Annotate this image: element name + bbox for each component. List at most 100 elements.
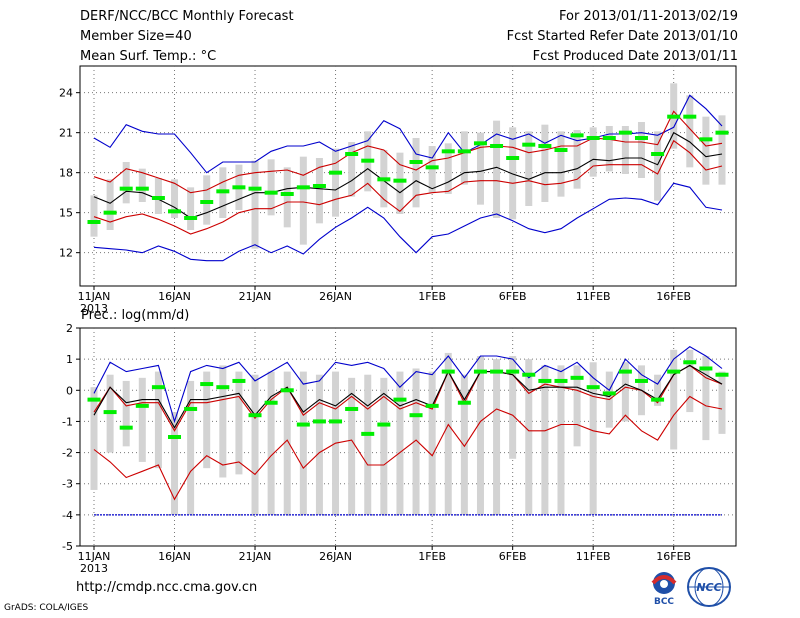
median-marker: [618, 369, 632, 374]
ensemble-box: [557, 131, 565, 197]
median-marker: [538, 144, 552, 148]
bcc-logo-dot: [660, 580, 668, 588]
median-marker: [345, 152, 359, 156]
y-tick-label: 0: [66, 384, 73, 397]
x-tick-label: 11FEB: [576, 550, 611, 563]
median-marker: [232, 378, 246, 383]
ensemble-box: [525, 131, 533, 206]
median-marker: [602, 391, 616, 396]
ensemble-box: [557, 365, 565, 515]
ensemble-box: [621, 126, 629, 174]
median-marker: [699, 366, 713, 371]
median-marker: [522, 142, 536, 147]
median-marker: [232, 185, 246, 190]
ensemble-box: [171, 412, 179, 515]
median-marker: [87, 220, 101, 224]
chart-title: DERF/NCC/BCC Monthly Forecast: [80, 9, 294, 24]
ensemble-box: [589, 362, 597, 515]
ensemble-box: [702, 116, 710, 185]
median-marker: [135, 186, 149, 191]
ensemble-box: [364, 374, 372, 515]
ensemble-box: [525, 359, 533, 515]
x-tick-label: 6FEB: [499, 550, 527, 563]
ensemble-box: [283, 167, 291, 228]
x-tick-label: 6FEB: [499, 290, 527, 303]
ensemble-box: [686, 95, 694, 168]
median-marker: [570, 133, 584, 138]
median-marker: [135, 403, 149, 408]
median-marker: [618, 130, 632, 135]
y-tick-label: -4: [62, 509, 73, 522]
median-marker: [329, 170, 343, 175]
median-marker: [457, 400, 471, 405]
y-tick-label: 12: [59, 247, 73, 260]
median-marker: [168, 435, 182, 439]
median-marker: [280, 192, 294, 196]
ensemble-box: [299, 156, 307, 245]
ensemble-box: [315, 158, 323, 224]
ensemble-box: [187, 380, 195, 515]
median-marker: [490, 144, 504, 148]
median-marker: [312, 419, 326, 424]
x-tick-label: 16JAN: [158, 550, 191, 563]
x-tick-label: 11FEB: [576, 290, 611, 303]
median-marker: [361, 158, 375, 163]
x-tick-label: 21JAN: [239, 550, 272, 563]
ensemble-box: [637, 122, 645, 178]
y-tick-label: 1: [66, 353, 73, 366]
ensemble-box: [621, 362, 629, 422]
y-tick-label: 2: [66, 322, 73, 335]
ensemble-box: [573, 365, 581, 447]
median-marker: [586, 385, 600, 390]
x-tick-label: 26JAN: [319, 290, 352, 303]
ensemble-box: [670, 349, 678, 450]
ensemble-box: [509, 356, 517, 459]
median-marker: [184, 406, 198, 411]
series-line-mean-minus-sd: [93, 139, 723, 235]
ensemble-box: [251, 160, 259, 249]
y-tick-label: 21: [59, 127, 73, 140]
ensemble-box: [476, 356, 484, 515]
x-tick-label: 1FEB: [418, 290, 446, 303]
ensemble-box: [460, 131, 468, 185]
median-marker: [296, 422, 310, 427]
x-tick-label: 16FEB: [656, 550, 691, 563]
ensemble-box: [283, 371, 291, 515]
ensemble-box: [251, 374, 259, 515]
ensemble-box: [686, 349, 694, 413]
median-marker: [570, 375, 584, 380]
median-marker: [457, 149, 471, 154]
x-tick-label: 16JAN: [158, 290, 191, 303]
ensemble-box: [396, 371, 404, 515]
source-url[interactable]: http://cmdp.ncc.cma.gov.cn: [76, 580, 258, 595]
series-line-mean: [93, 364, 723, 429]
ensemble-box: [332, 148, 340, 217]
median-marker: [522, 372, 536, 377]
median-marker: [377, 422, 391, 427]
ensemble-box: [428, 146, 436, 193]
median-marker: [634, 136, 648, 140]
ensemble-box: [702, 356, 710, 441]
median-marker: [667, 369, 681, 374]
ensemble-box: [541, 365, 549, 515]
ensemble-box: [396, 152, 404, 214]
median-marker: [409, 160, 423, 164]
plot-frame: [79, 65, 737, 287]
ensemble-box: [718, 371, 726, 434]
ensemble-box: [573, 130, 581, 189]
median-marker: [473, 369, 487, 374]
series-line-mean-plus-sd: [93, 364, 723, 432]
median-marker: [119, 186, 133, 191]
median-marker: [200, 382, 214, 387]
median-marker: [667, 114, 681, 119]
median-marker: [184, 216, 198, 220]
ensemble-box: [90, 195, 98, 237]
median-marker: [168, 209, 182, 214]
ensemble-box: [203, 371, 211, 469]
median-marker: [119, 425, 133, 430]
median-marker: [151, 385, 165, 390]
ensemble-box: [476, 132, 484, 205]
y-tick-label: -2: [62, 447, 73, 460]
median-marker: [103, 210, 117, 215]
median-marker: [715, 130, 729, 135]
